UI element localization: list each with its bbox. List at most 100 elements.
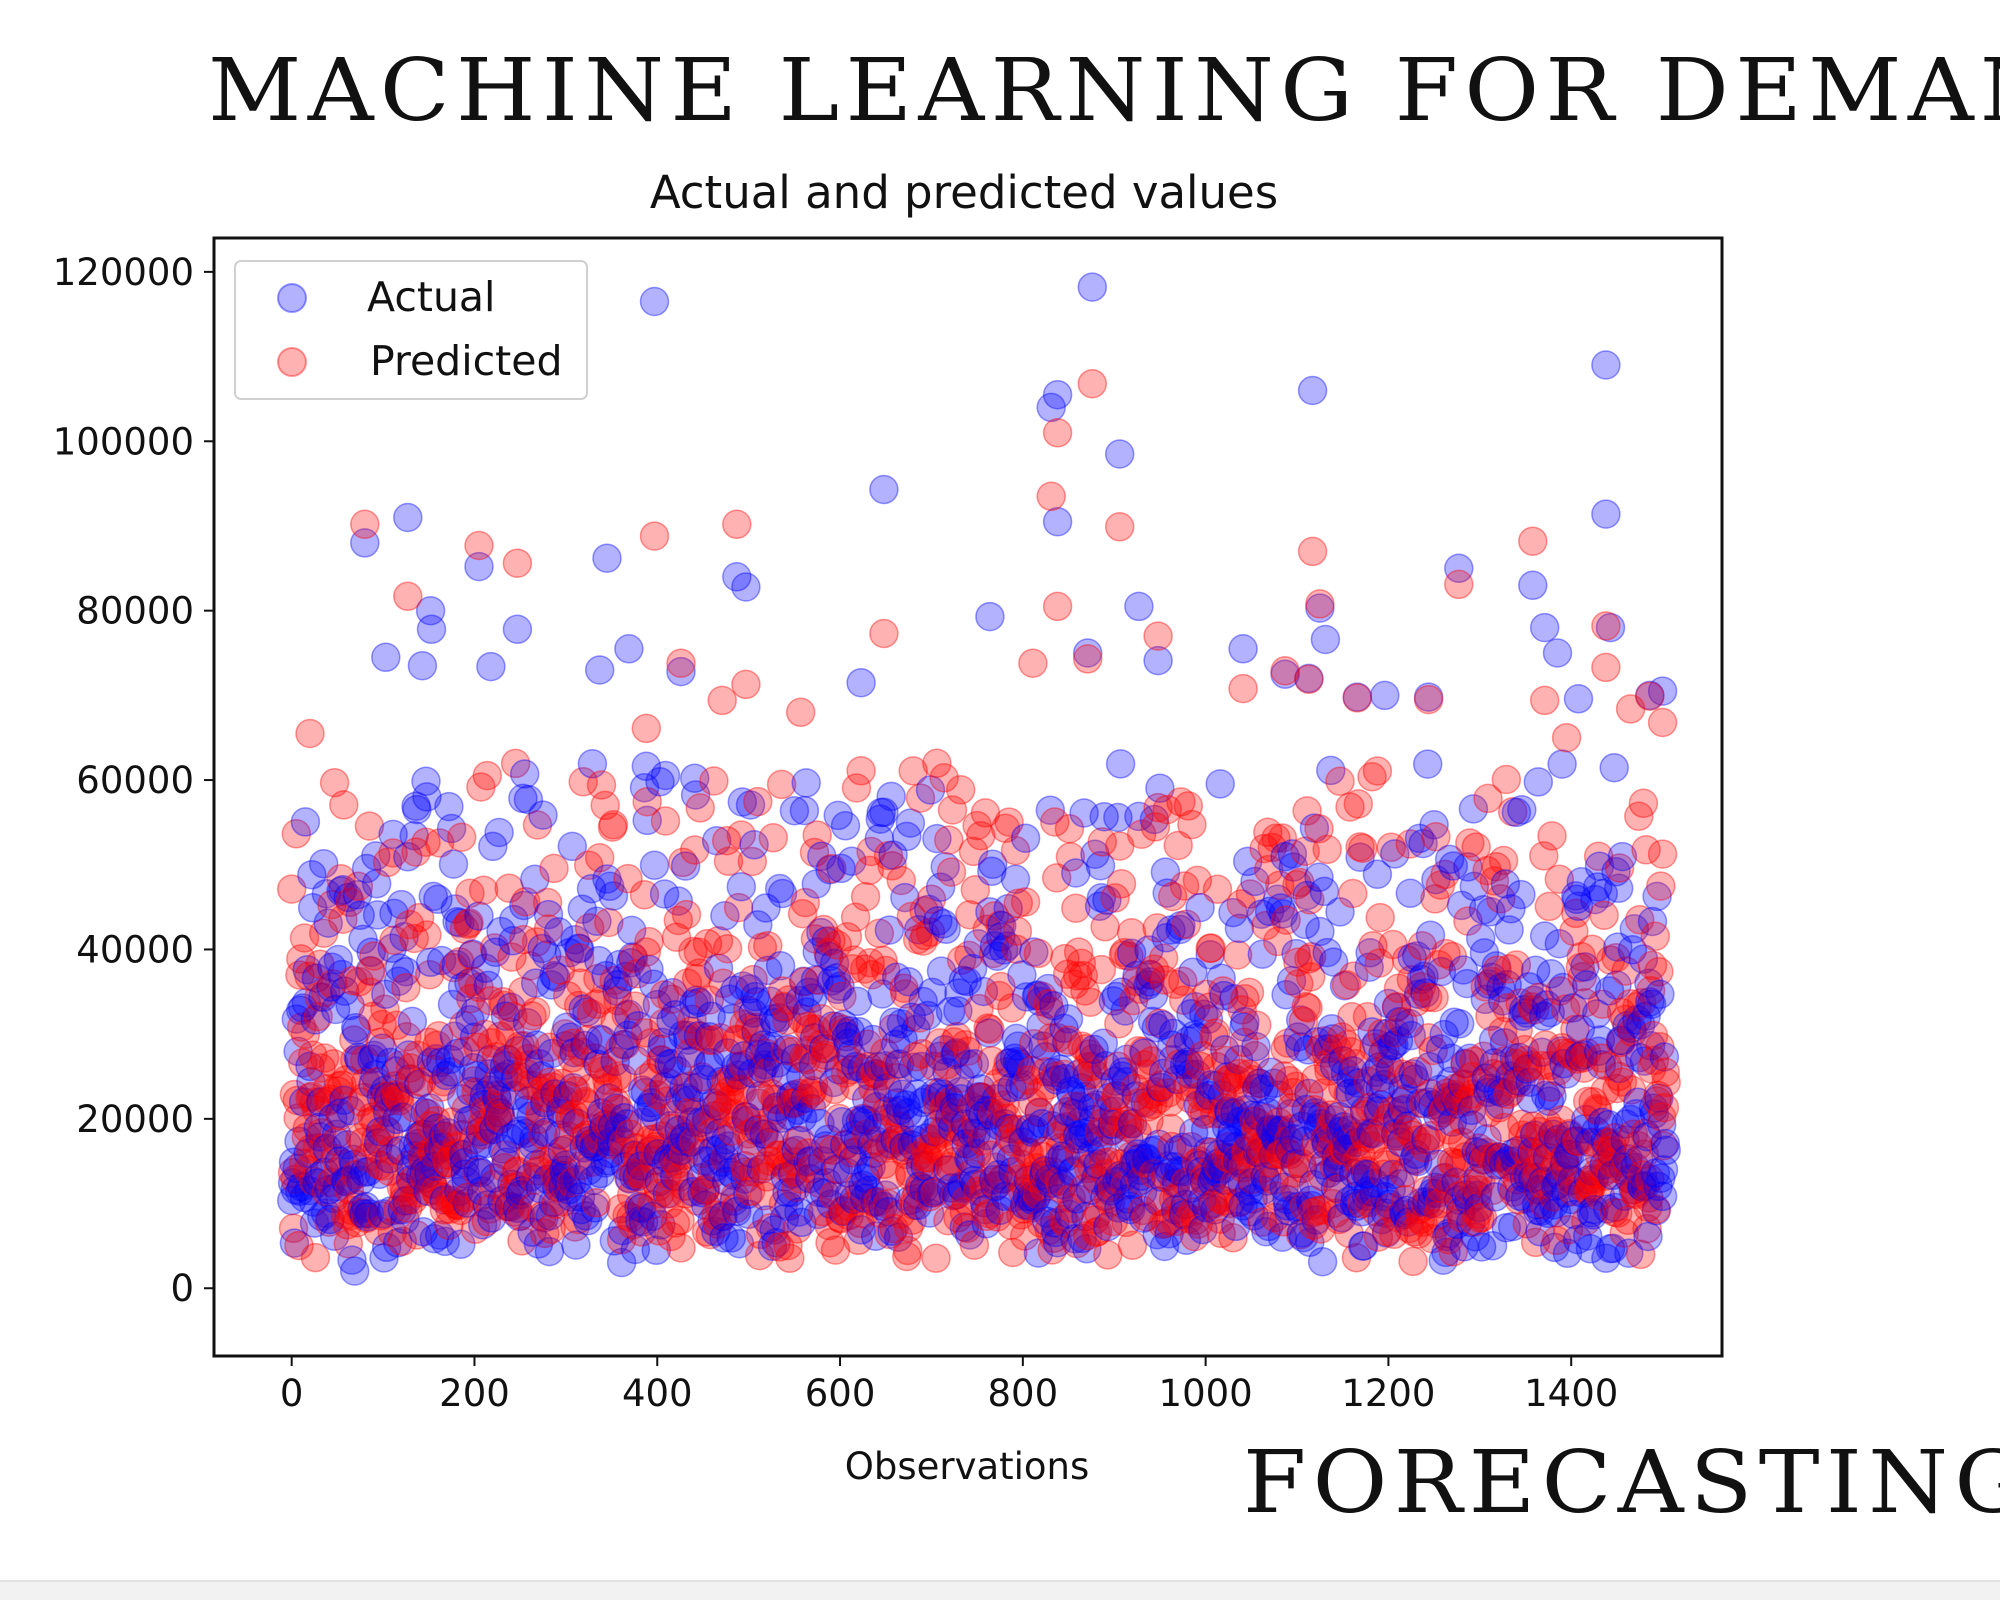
point-predicted (586, 770, 617, 800)
point-actual (721, 1052, 751, 1082)
point-predicted (303, 1001, 333, 1032)
point-predicted (291, 1122, 322, 1152)
point-actual (972, 1120, 1002, 1151)
point-actual (410, 1098, 440, 1128)
point-predicted (770, 1035, 800, 1066)
point-actual (430, 1226, 460, 1257)
point-actual (715, 1157, 746, 1188)
point-actual (373, 1082, 404, 1112)
point-actual (525, 1173, 556, 1204)
point-actual (806, 917, 836, 948)
point-predicted (942, 1021, 972, 1052)
point-actual (857, 1129, 887, 1159)
point-predicted (278, 1213, 309, 1244)
point-actual (900, 1125, 930, 1155)
point-predicted (513, 1043, 544, 1074)
point-actual (1028, 1031, 1058, 1061)
point-predicted (667, 1123, 697, 1154)
point-actual (390, 1204, 420, 1235)
point-actual (561, 1230, 591, 1260)
point-predicted (929, 763, 959, 793)
point-actual (370, 1075, 400, 1106)
point-actual (636, 1092, 666, 1122)
point-actual (428, 1121, 459, 1151)
point-actual (783, 1095, 813, 1125)
point-actual (918, 1176, 949, 1207)
point-predicted (785, 697, 816, 728)
point-predicted (716, 1063, 747, 1094)
point-predicted (404, 902, 435, 933)
point-actual (543, 917, 574, 947)
point-actual (397, 1006, 428, 1037)
point-actual (730, 1164, 760, 1194)
point-actual (471, 1128, 502, 1159)
point-actual (297, 859, 327, 890)
point-predicted (872, 1188, 903, 1219)
point-actual (963, 929, 993, 959)
point-predicted (757, 1103, 788, 1133)
point-predicted (611, 1000, 641, 1030)
point-actual (350, 1157, 380, 1187)
point-actual (686, 1163, 716, 1193)
point-predicted (584, 1124, 614, 1155)
point-actual (832, 1158, 863, 1188)
point-predicted (602, 1062, 632, 1092)
point-actual (551, 1150, 581, 1180)
point-predicted (1640, 921, 1671, 952)
point-actual (513, 784, 544, 815)
point-predicted (564, 942, 595, 973)
point-actual (311, 878, 342, 909)
point-actual (634, 954, 664, 985)
point-actual (860, 1221, 891, 1252)
point-actual (790, 1083, 821, 1114)
point-predicted (938, 1146, 969, 1177)
point-actual (600, 1046, 630, 1077)
point-actual (318, 1183, 349, 1214)
point-actual (325, 1098, 355, 1129)
point-predicted (921, 1243, 951, 1273)
point-actual (478, 1114, 509, 1145)
point-predicted (928, 1094, 959, 1125)
point-predicted (688, 1138, 718, 1169)
point-predicted (531, 1082, 562, 1113)
point-predicted (777, 1036, 808, 1067)
point-predicted (614, 1163, 644, 1193)
point-actual (616, 915, 647, 946)
point-actual (722, 1196, 752, 1227)
point-actual (1011, 982, 1042, 1012)
point-actual (817, 1011, 848, 1041)
point-predicted (881, 1049, 912, 1080)
point-actual (943, 996, 973, 1026)
point-actual (606, 1247, 637, 1278)
point-predicted (746, 1058, 777, 1089)
point-predicted (604, 1094, 634, 1125)
point-predicted (731, 1157, 761, 1187)
point-actual (847, 1053, 877, 1084)
point-predicted (325, 1101, 355, 1131)
point-actual (514, 1085, 545, 1116)
point-actual (592, 864, 622, 894)
point-predicted (699, 766, 729, 796)
point-actual (964, 1082, 994, 1112)
point-predicted (1019, 1028, 1049, 1059)
point-predicted (469, 1096, 500, 1126)
point-actual (382, 1228, 413, 1258)
point-actual (942, 1179, 972, 1210)
point-predicted (491, 1191, 522, 1222)
point-predicted (365, 1027, 396, 1057)
point-actual (1599, 752, 1629, 783)
point-predicted (296, 1134, 326, 1164)
point-actual (805, 1108, 835, 1139)
point-actual (496, 992, 526, 1023)
point-predicted (570, 1086, 600, 1117)
point-actual (705, 1133, 736, 1164)
point-actual (520, 864, 550, 895)
point-predicted (980, 1152, 1011, 1183)
point-predicted (675, 1038, 705, 1068)
point-actual (844, 1016, 874, 1047)
point-actual (1034, 1164, 1065, 1194)
point-predicted (645, 1178, 675, 1209)
point-actual (754, 1127, 785, 1157)
point-predicted (916, 884, 947, 914)
point-predicted (710, 1143, 740, 1174)
